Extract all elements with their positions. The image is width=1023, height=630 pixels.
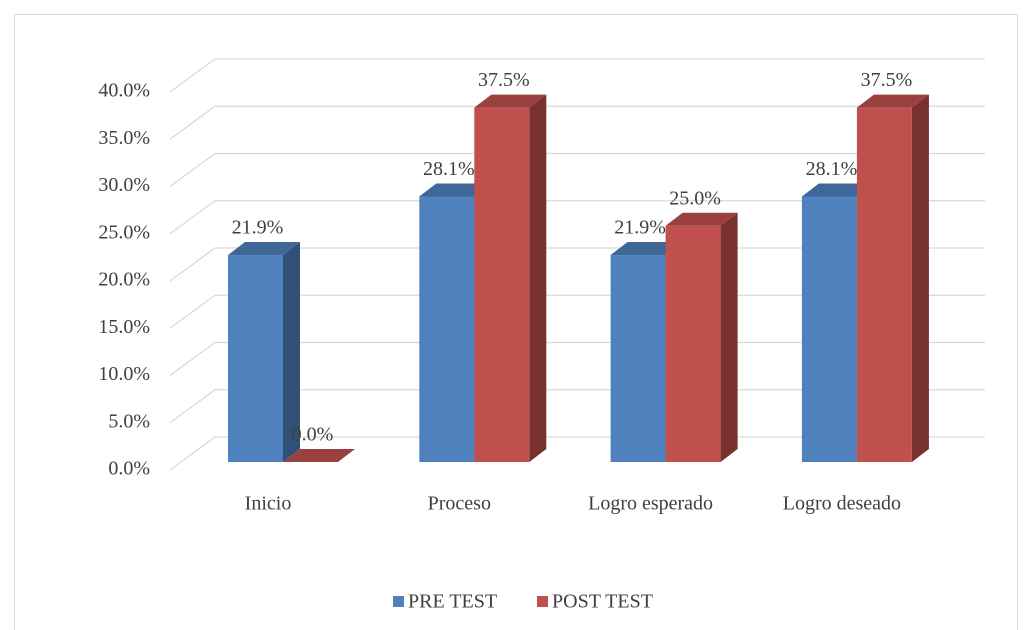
data-label: 28.1% bbox=[423, 158, 475, 180]
grid-line bbox=[169, 58, 985, 93]
y-tick-label: 25.0% bbox=[98, 221, 150, 243]
bar bbox=[665, 212, 738, 462]
x-tick-label: Logro deseado bbox=[783, 493, 901, 515]
y-tick-label: 20.0% bbox=[98, 269, 150, 291]
legend-label: PRE TEST bbox=[408, 591, 497, 613]
x-tick-label: Proceso bbox=[428, 493, 491, 515]
data-label: 25.0% bbox=[669, 187, 721, 209]
y-tick-label: 35.0% bbox=[98, 127, 150, 149]
y-tick-label: 0.0% bbox=[108, 458, 150, 480]
bar-top bbox=[419, 183, 492, 197]
bar-front bbox=[801, 196, 857, 462]
data-label: 37.5% bbox=[478, 69, 530, 91]
bar bbox=[474, 94, 547, 462]
bar-side bbox=[720, 212, 738, 462]
bar-front bbox=[228, 255, 283, 462]
x-tick-label: Logro esperado bbox=[588, 493, 713, 515]
bar-top bbox=[283, 449, 355, 462]
bar-top bbox=[474, 94, 547, 108]
x-tick-label: Inicio bbox=[245, 493, 292, 515]
grid-line bbox=[169, 152, 985, 188]
bar-top bbox=[856, 94, 929, 108]
data-label: 37.5% bbox=[861, 69, 913, 91]
y-tick-label: 10.0% bbox=[98, 363, 150, 385]
bar-front bbox=[474, 107, 530, 462]
bar-side bbox=[529, 94, 547, 462]
data-label: 21.9% bbox=[232, 217, 284, 239]
bar bbox=[283, 449, 355, 462]
legend-swatch bbox=[537, 596, 548, 607]
legend-swatch bbox=[393, 596, 404, 607]
legend-label: POST TEST bbox=[552, 591, 653, 613]
grid-line bbox=[169, 200, 985, 235]
bar-side bbox=[911, 94, 929, 462]
data-label: 0.0% bbox=[292, 424, 334, 446]
y-tick-label: 30.0% bbox=[98, 174, 150, 196]
y-tick-label: 5.0% bbox=[108, 410, 150, 432]
bar-top bbox=[228, 242, 300, 256]
bar-front bbox=[419, 196, 475, 462]
y-tick-label: 40.0% bbox=[98, 80, 150, 102]
grid-line bbox=[169, 105, 985, 140]
bar-front bbox=[610, 255, 666, 462]
bar-top bbox=[801, 183, 874, 197]
bar-front bbox=[856, 107, 912, 462]
bar-front bbox=[665, 225, 721, 462]
bar-top bbox=[610, 242, 683, 256]
bar bbox=[856, 94, 929, 462]
bar-top bbox=[665, 212, 738, 226]
bar-side bbox=[283, 242, 300, 462]
y-tick-label: 15.0% bbox=[98, 316, 150, 338]
data-label: 21.9% bbox=[614, 217, 666, 239]
data-label: 28.1% bbox=[806, 158, 858, 180]
bar bbox=[228, 242, 300, 462]
